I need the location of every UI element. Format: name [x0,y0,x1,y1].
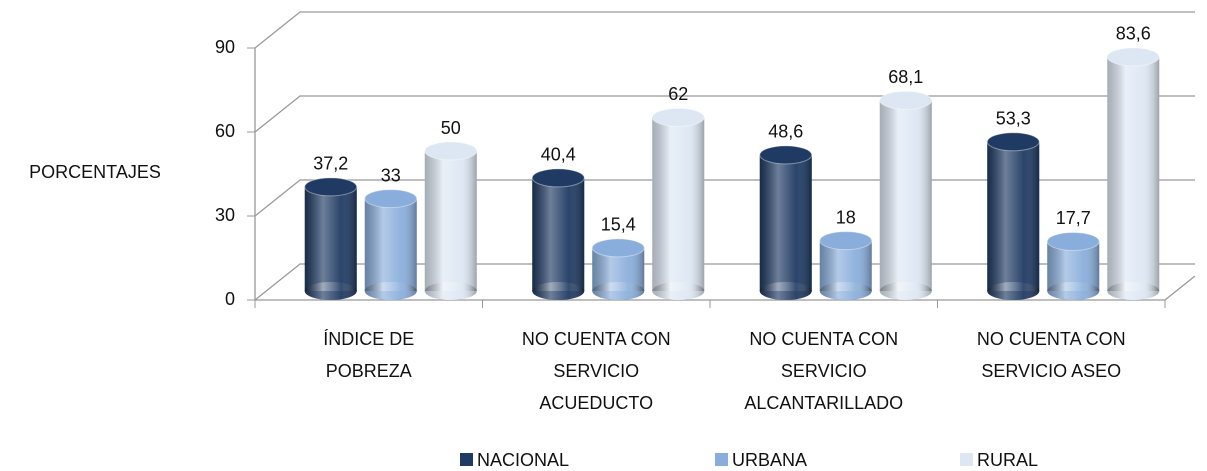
y-tick-label: 90 [215,37,235,57]
bar-base-shade [364,282,417,300]
bar-top [879,90,933,110]
x-tick-label: NO CUENTA CON SERVICIO ALCANTARILLADO [744,329,903,413]
y-tick-label: 60 [215,121,235,141]
cylinder [424,141,478,300]
bar-top [651,107,705,127]
bar-shade [304,186,357,291]
data-label: 68,1 [888,67,923,87]
cylinder [1046,231,1100,300]
bar-base-shade [759,282,812,300]
bar-top [819,231,873,251]
data-label: 33 [381,165,401,185]
cylinder [759,145,813,300]
bar-top [424,141,478,161]
bar-top [364,189,418,209]
bar-base-shade [424,282,477,300]
x-tick-label: ÍNDICE DE POBREZA [323,329,414,381]
legend-label: NACIONAL [477,450,569,470]
cylinder [879,90,933,300]
grid-line [254,11,1195,49]
data-label: 18 [836,207,856,227]
x-tick-label: NO CUENTA CON SERVICIO ACUEDUCTO [522,329,671,413]
data-label: 48,6 [768,122,803,142]
legend-swatch [460,453,473,466]
bar-base-shade [819,282,872,300]
bar-base-shade [652,282,705,300]
legend-label: URBANA [732,450,807,470]
data-label: 62 [668,84,688,104]
data-label: 37,2 [313,154,348,174]
bar-shade [364,198,417,291]
data-label: 50 [441,118,461,138]
bar-base-shade [987,282,1040,300]
bar-top [986,132,1040,152]
bar-base-shade [879,282,932,300]
bar-top [304,177,358,197]
data-label: 53,3 [996,109,1031,129]
y-tick-label: 0 [225,289,235,309]
bar-shade [879,100,932,291]
cylinder [591,238,645,300]
bar-base-shade [592,282,645,300]
cylinder [819,231,873,300]
bar-shade [1107,56,1160,291]
legend-swatch [715,453,728,466]
bar-base-shade [1047,282,1100,300]
cylinder [1106,47,1160,300]
cylinder [304,177,358,300]
cylinder [531,168,585,300]
y-axis-label: PORCENTAJES [29,162,161,182]
bar-shade [759,154,812,291]
data-label: 83,6 [1116,24,1151,44]
x-tick-label: NO CUENTA CON SERVICIO ASEO [977,329,1126,381]
data-label: 40,4 [541,145,576,165]
bar-top [531,168,585,188]
legend-label: RURAL [977,450,1038,470]
cylinder [651,107,705,300]
bar-top [1106,47,1160,67]
bar-base-shade [304,282,357,300]
legend-swatch [960,453,973,466]
bar-shade [532,177,585,291]
bar-top [591,238,645,258]
data-label: 17,7 [1056,208,1091,228]
y-tick-label: 30 [215,205,235,225]
grid-line [254,95,1195,133]
cylinder [986,132,1040,300]
data-label: 15,4 [601,215,636,235]
bar-shade [424,151,477,291]
bar-top [759,145,813,165]
bar-base-shade [1107,282,1160,300]
bar-shade [652,117,705,292]
bar-top [1046,231,1100,251]
cylinder [364,189,418,300]
bar-shade [987,141,1040,291]
bar-base-shade [532,282,585,300]
